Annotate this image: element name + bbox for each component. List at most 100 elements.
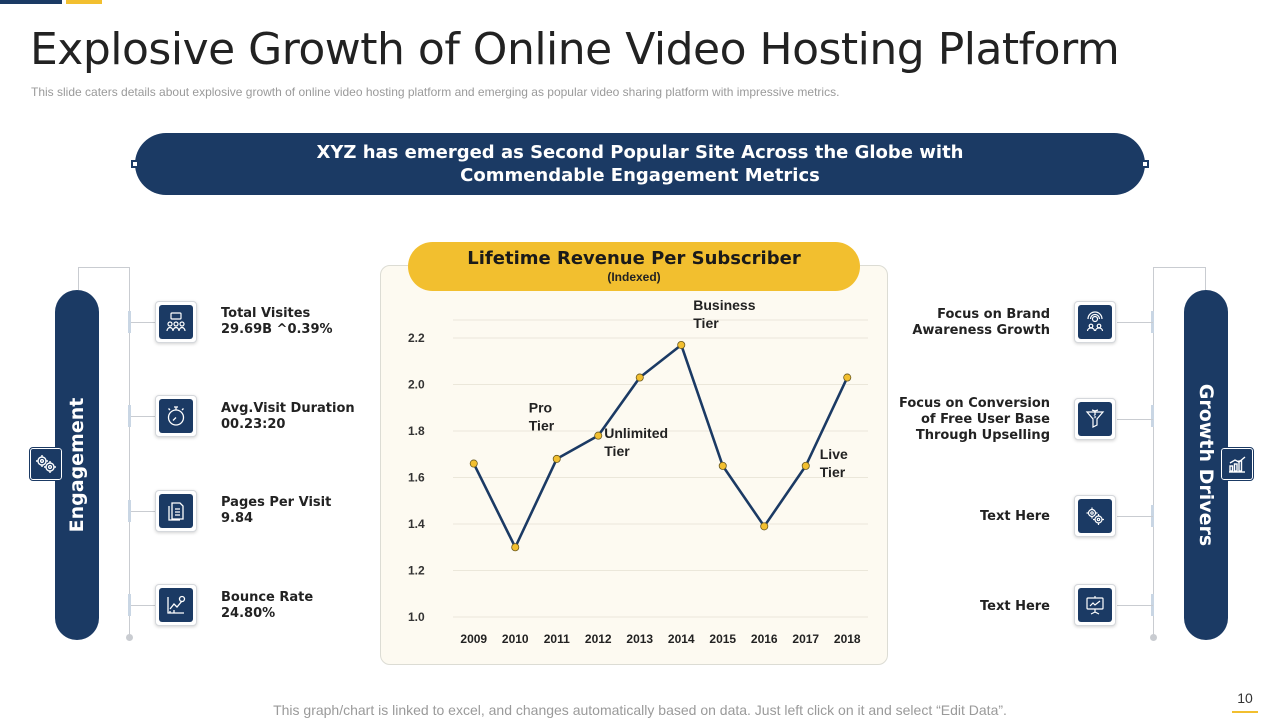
y-tick-label: 1.0: [408, 610, 425, 624]
right-connector-end: [1150, 634, 1157, 641]
metric-icon-bounce-rate: [155, 584, 197, 626]
top-accent-gold: [66, 0, 102, 4]
audience-icon: [159, 305, 193, 339]
metric-value: 00.23:20: [221, 417, 286, 432]
data-point: [801, 461, 810, 470]
metric-pages-per-visit: Pages Per Visit 9.84: [221, 495, 331, 527]
left-connector-drop: [78, 267, 79, 290]
metric-value: 9.84: [221, 511, 254, 526]
left-link-1: [131, 322, 155, 323]
x-tick-label: 2009: [460, 632, 487, 646]
left-tick-1: [128, 311, 131, 333]
x-tick-label: 2017: [792, 632, 819, 646]
left-link-2: [131, 416, 155, 417]
headline-banner-text: XYZ has emerged as Second Popular Site A…: [316, 142, 964, 186]
annotation-label: Business Tier: [693, 297, 755, 331]
metric-bounce-rate: Bounce Rate 24.80%: [221, 590, 313, 622]
banner-right-handle: [1141, 160, 1149, 168]
driver-icon-text-here-1: [1074, 495, 1116, 537]
line-chart: 1.0 1.2 1.4 1.6 1.8 2.0 2.2 2009 2010 2011 2012 201…: [408, 297, 868, 646]
driver-text-here-1: Text Here: [880, 509, 1050, 525]
driver-line: Through Upselling: [915, 428, 1050, 443]
data-point: [552, 454, 561, 463]
y-tick-label: 1.4: [408, 517, 425, 531]
metric-value: 29.69B ^0.39%: [221, 322, 333, 337]
y-tick-label: 1.8: [408, 424, 425, 438]
chart-header: Lifetime Revenue Per Subscriber (Indexed…: [408, 242, 860, 291]
document-pages-icon: [159, 494, 193, 528]
annotation-line: Unlimited: [604, 425, 668, 441]
growth-drivers-label: Growth Drivers: [1195, 383, 1217, 547]
engagement-pill: [55, 290, 99, 640]
driver-line: Text Here: [979, 599, 1050, 614]
annotation-line: Tier: [693, 315, 719, 331]
growth-chart-icon: [1220, 447, 1254, 481]
data-point: [635, 373, 644, 382]
x-tick-label: 2014: [668, 632, 695, 646]
metric-label: Avg.Visit Duration: [221, 401, 355, 416]
y-tick-label: 2.2: [408, 331, 425, 345]
driver-line: Focus on Brand: [937, 307, 1050, 322]
driver-brand-awareness: Focus on Brand Awareness Growth: [880, 307, 1050, 339]
headline-banner: XYZ has emerged as Second Popular Site A…: [135, 133, 1145, 195]
driver-line: of Free User Base: [920, 412, 1050, 427]
right-connector-spine: [1153, 267, 1154, 637]
stopwatch-icon: [159, 399, 193, 433]
x-tick-label: 2013: [626, 632, 653, 646]
data-point: [760, 522, 769, 531]
data-point: [843, 373, 852, 382]
left-link-4: [131, 605, 155, 606]
conversion-icon: $: [1078, 402, 1112, 436]
chart-subtitle: (Indexed): [607, 270, 661, 284]
footer-note: This graph/chart is linked to excel, and…: [273, 702, 1007, 718]
page-number: 10: [1237, 690, 1253, 706]
right-connector-drop: [1205, 267, 1206, 290]
driver-icon-brand-awareness: [1074, 301, 1116, 343]
annotation-label: Unlimited Tier: [604, 425, 668, 459]
series-line: [472, 343, 849, 549]
metric-icon-pages-per-visit: [155, 490, 197, 532]
right-link-4: [1117, 605, 1153, 606]
right-tick-2: [1151, 405, 1154, 427]
y-tick-label: 1.6: [408, 471, 425, 485]
left-connector-top: [78, 267, 130, 268]
metric-label: Bounce Rate: [221, 590, 314, 605]
data-point: [469, 459, 478, 468]
left-tick-3: [128, 500, 131, 522]
metric-total-visits: Total Visites 29.69B ^0.39%: [221, 306, 333, 338]
gears-icon: [1078, 499, 1112, 533]
annotation-line: Tier: [529, 417, 555, 433]
driver-icon-text-here-2: [1074, 584, 1116, 626]
metric-icon-total-visits: [155, 301, 197, 343]
svg-text:$: $: [1093, 414, 1096, 420]
x-tick-label: 2012: [585, 632, 612, 646]
metric-icon-visit-duration: [155, 395, 197, 437]
x-tick-label: 2016: [751, 632, 778, 646]
annotation-line: Pro: [529, 399, 552, 415]
x-tick-label: 2010: [502, 632, 529, 646]
data-point: [594, 431, 603, 440]
presentation-icon: [1078, 588, 1112, 622]
growth-drivers-pill: [1184, 290, 1228, 640]
engagement-label: Engagement: [66, 397, 88, 533]
data-point: [511, 543, 520, 552]
x-tick-label: 2015: [709, 632, 736, 646]
banner-left-handle: [131, 160, 139, 168]
page-title: Explosive Growth of Online Video Hosting…: [30, 24, 1120, 75]
annotation-line: Live: [820, 446, 848, 462]
right-link-2: [1117, 419, 1153, 420]
left-connector-spine: [129, 267, 130, 637]
annotation-line: Tier: [820, 464, 846, 480]
driver-icon-conversion: $: [1074, 398, 1116, 440]
metric-value: 24.80%: [221, 606, 276, 621]
x-tick-label: 2011: [544, 632, 570, 646]
top-accent-navy: [0, 0, 62, 4]
driver-line: Focus on Conversion: [898, 396, 1050, 411]
left-connector-end: [126, 634, 133, 641]
chart-title: Lifetime Revenue Per Subscriber: [467, 248, 801, 269]
annotation-line: Tier: [604, 443, 630, 459]
driver-line: Awareness Growth: [912, 323, 1050, 338]
page-subtitle: This slide caters details about explosiv…: [31, 85, 840, 99]
left-tick-2: [128, 405, 131, 427]
metric-visit-duration: Avg.Visit Duration 00.23:20: [221, 401, 355, 433]
